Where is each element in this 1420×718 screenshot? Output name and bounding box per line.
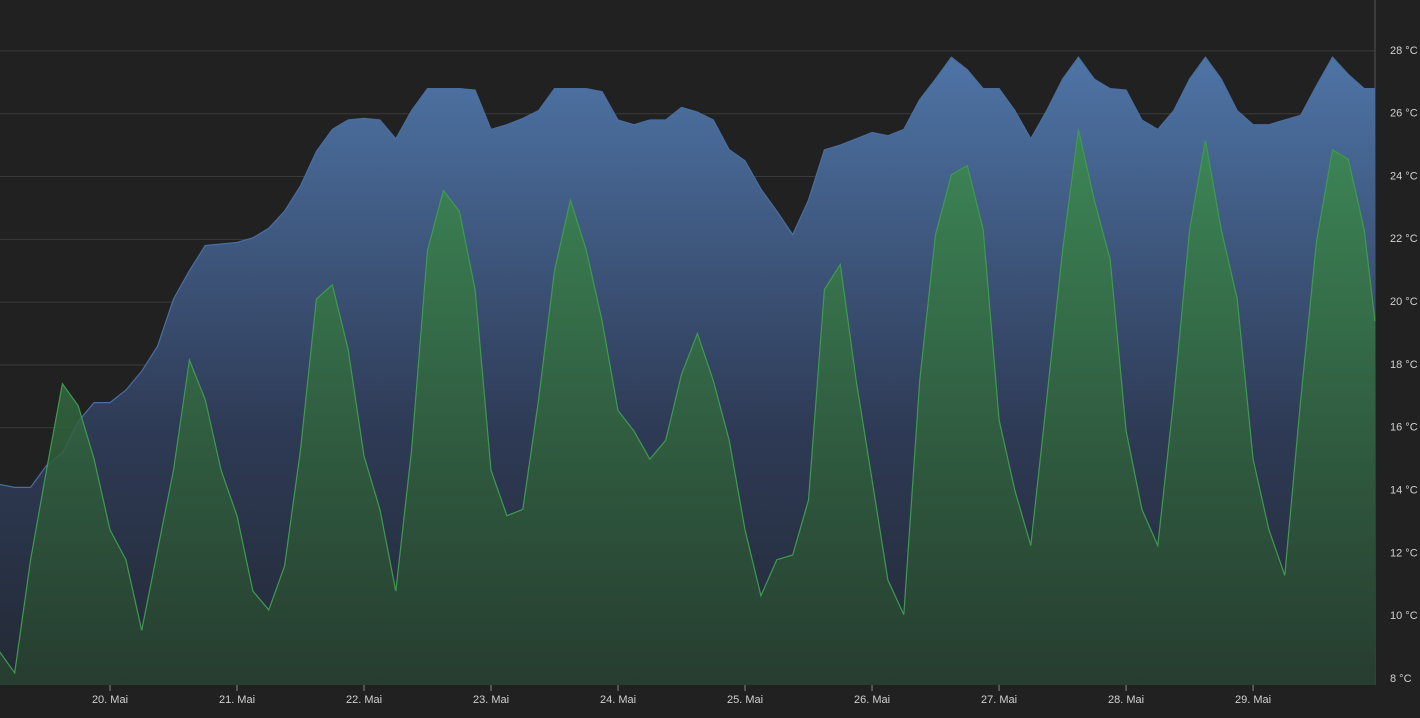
y-tick-label: 20 °C	[1390, 296, 1418, 308]
series-line	[0, 129, 1376, 675]
y-tick-label: 24 °C	[1390, 170, 1418, 182]
y-tick-label: 12 °C	[1390, 547, 1418, 559]
y-tick-label: 14 °C	[1390, 484, 1418, 496]
y-tick-label: 22 °C	[1390, 233, 1418, 245]
x-tick-label: 24. Mai	[600, 694, 636, 706]
x-tick-label: 21. Mai	[219, 694, 255, 706]
y-tick-label: 8 °C	[1390, 673, 1412, 685]
y-tick-label: 18 °C	[1390, 359, 1418, 371]
area-fill	[0, 129, 1375, 685]
x-tick-label: 20. Mai	[92, 694, 128, 706]
y-tick-label: 10 °C	[1390, 610, 1418, 622]
y-tick-label: 26 °C	[1390, 108, 1418, 120]
x-tick-label: 27. Mai	[981, 694, 1017, 706]
series-line	[0, 56, 1375, 488]
x-tick-label: 29. Mai	[1235, 694, 1271, 706]
x-tick-label: 28. Mai	[1108, 694, 1144, 706]
y-tick-label: 28 °C	[1390, 45, 1418, 57]
x-tick-label: 22. Mai	[346, 694, 382, 706]
y-tick-label: 16 °C	[1390, 422, 1418, 434]
x-tick-label: 23. Mai	[473, 694, 509, 706]
x-tick-label: 25. Mai	[727, 694, 763, 706]
x-tick-label: 26. Mai	[854, 694, 890, 706]
